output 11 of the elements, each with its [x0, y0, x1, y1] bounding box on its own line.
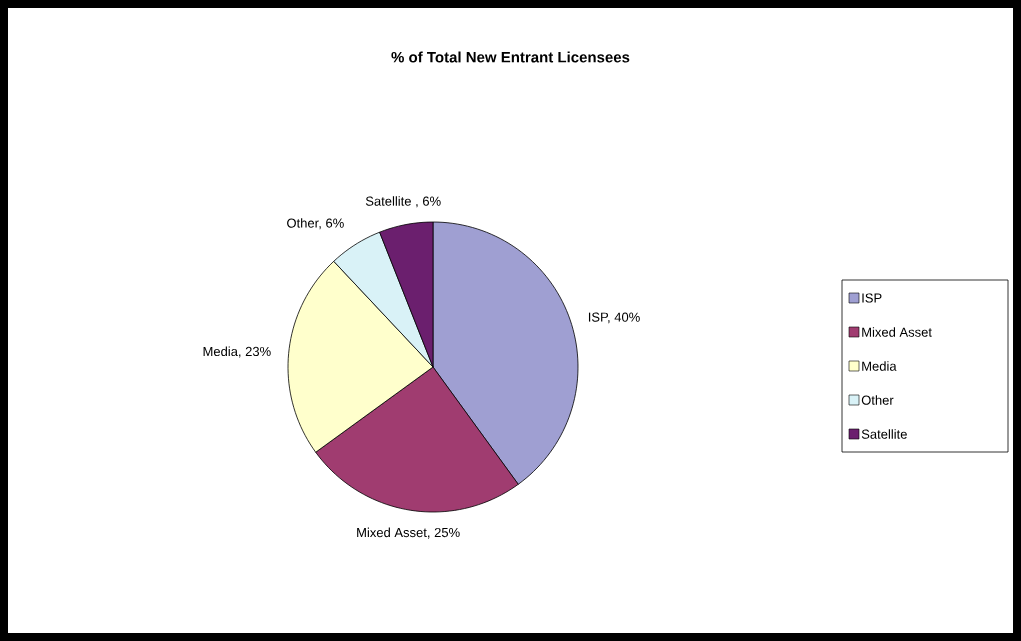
legend-label: Satellite [861, 429, 907, 439]
legend-label: ISP [862, 293, 882, 303]
data-label: ISP, 40% [588, 312, 640, 324]
legend-label: Mixed Asset [862, 327, 932, 337]
data-label: Satellite , 6% [365, 196, 441, 208]
legend-label: Media [862, 361, 897, 371]
data-label: Mixed Asset, 25% [357, 527, 460, 539]
legend-label: Other [861, 395, 894, 405]
chart-title: % of Total New Entrant Licensees [391, 51, 630, 63]
data-label: Other, 6% [287, 218, 344, 230]
data-label: Media, 23% [203, 346, 271, 358]
